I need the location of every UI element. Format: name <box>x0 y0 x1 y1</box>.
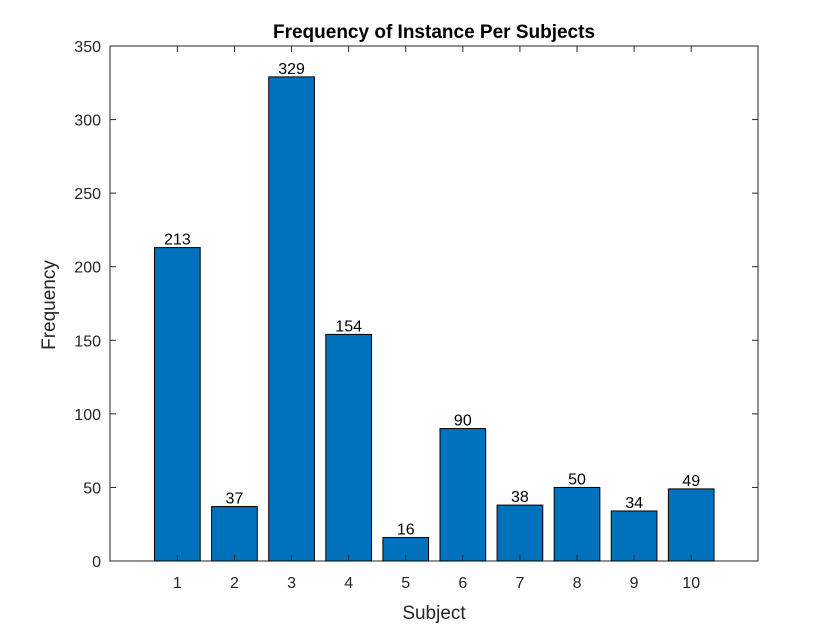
data-label-10: 49 <box>682 473 700 490</box>
x-tick-label-3: 3 <box>287 575 296 592</box>
bar-9 <box>610 510 658 562</box>
data-label-9: 34 <box>625 495 643 512</box>
x-axis-ticks: 1 2 3 4 5 6 7 8 9 10 <box>173 46 700 592</box>
bar-6 <box>439 428 487 562</box>
plot-area <box>109 45 759 562</box>
x-tick-label-1: 1 <box>173 575 182 592</box>
bar-10 <box>667 488 715 562</box>
bar-2 <box>211 506 258 562</box>
bars-group <box>154 76 715 562</box>
x-tick-label-4: 4 <box>344 575 353 592</box>
data-label-4: 154 <box>335 318 362 335</box>
y-tick-label-150: 150 <box>74 333 101 350</box>
bar-3 <box>268 76 315 562</box>
chart-title: Frequency of Instance Per Subjects <box>273 22 595 43</box>
bar-4 <box>325 333 372 562</box>
data-label-8: 50 <box>568 471 586 488</box>
data-label-7: 38 <box>511 489 529 506</box>
bar-1 <box>154 247 201 562</box>
y-tick-label-250: 250 <box>74 186 101 203</box>
x-tick-label-8: 8 <box>573 575 582 592</box>
x-tick-label-2: 2 <box>230 575 239 592</box>
bar-8 <box>553 486 601 562</box>
x-tick-label-7: 7 <box>515 575 524 592</box>
x-axis-label: Subject <box>402 603 466 624</box>
y-axis-label: Frequency <box>39 260 60 350</box>
data-label-2: 37 <box>226 491 244 508</box>
data-label-5: 16 <box>397 521 415 538</box>
y-tick-label-300: 300 <box>74 113 101 130</box>
y-tick-label-200: 200 <box>74 260 101 277</box>
y-tick-label-0: 0 <box>92 554 101 571</box>
x-tick-label-5: 5 <box>401 575 410 592</box>
x-tick-label-10: 10 <box>682 575 700 592</box>
data-label-6: 90 <box>454 413 472 430</box>
y-tick-label-350: 350 <box>74 39 101 56</box>
data-label-1: 213 <box>164 232 191 249</box>
bar-7 <box>496 504 544 562</box>
data-labels-group: 213 37 329 154 16 90 38 50 34 49 <box>164 61 700 539</box>
data-label-3: 329 <box>278 61 305 78</box>
x-tick-label-6: 6 <box>458 575 467 592</box>
y-axis-ticks: 0 50 100 150 200 250 300 350 <box>74 39 758 571</box>
y-tick-label-50: 50 <box>83 480 101 497</box>
x-tick-label-9: 9 <box>630 575 639 592</box>
y-tick-label-100: 100 <box>74 407 101 424</box>
